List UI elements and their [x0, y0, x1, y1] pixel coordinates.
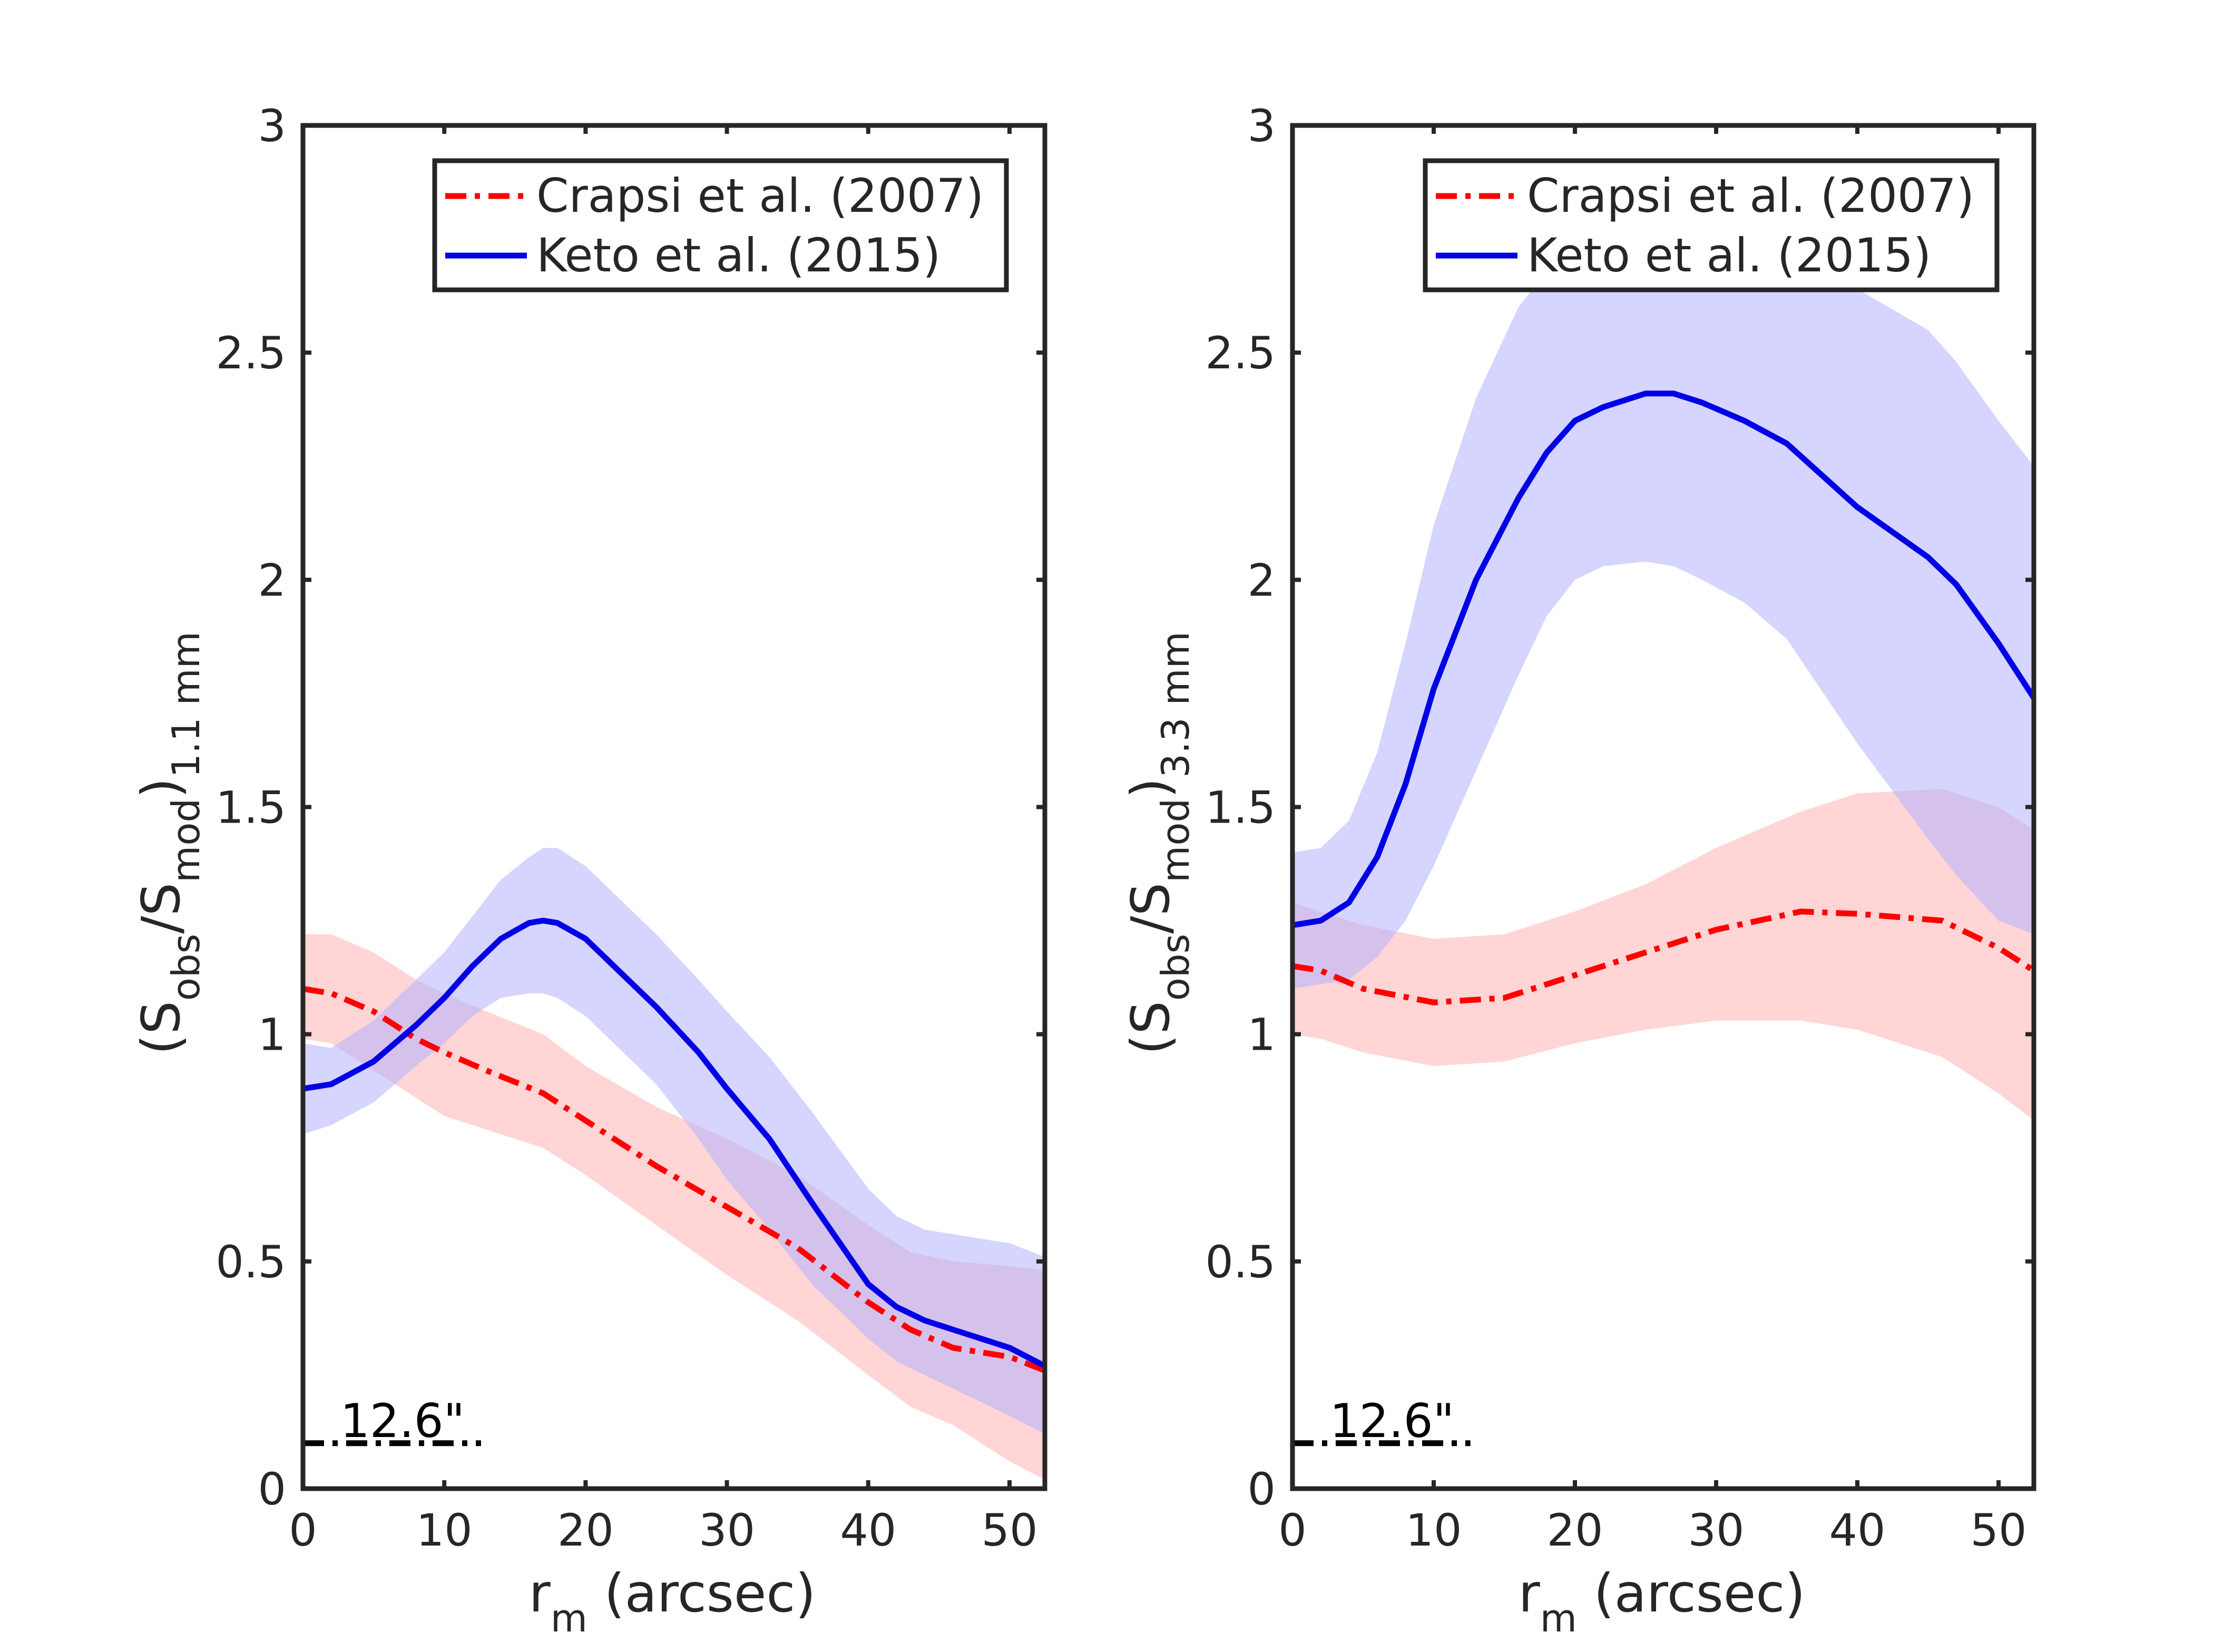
right-legend-label-keto: Keto et al. (2015): [1527, 228, 1931, 282]
left-line-keto: [303, 917, 1045, 1369]
right-band-keto: [1292, 248, 2034, 989]
left-axes-frame: [300, 123, 1047, 1491]
left-y-tick-label: 2: [258, 554, 286, 606]
right-y-tick-label: 0.5: [1205, 1236, 1276, 1288]
right-legend-box: [1423, 158, 2000, 292]
right-tick-labels: 0 10 20 30 40 50 0 0.5 1 1.5 2 2.5 3: [1205, 100, 2026, 1556]
right-lines: [1292, 390, 2034, 1005]
right-panel: 12.6" 0 10 20 30 40 50 0 0.5 1 1.5 2 2.5 3 rm (arcse…: [1120, 100, 2036, 1640]
right-band-crapsi: [1292, 789, 2034, 1121]
left-legend-label-keto: Keto et al. (2015): [536, 228, 941, 282]
left-beam-label: 12.6": [340, 1394, 465, 1448]
left-legend: Crapsi et al. (2007) Keto et al. (2015): [432, 158, 1009, 292]
right-x-tick-label: 20: [1547, 1504, 1603, 1556]
left-tick-labels: 0 10 20 30 40 50 0 0.5 1 1.5 2 2.5 3: [216, 100, 1037, 1556]
left-y-tick-label: 3: [258, 100, 286, 152]
right-y-tick-label: 0: [1248, 1463, 1276, 1515]
right-beam-label: 12.6": [1330, 1394, 1454, 1448]
left-x-tick-label: 30: [699, 1504, 755, 1556]
left-x-tick-label: 10: [416, 1504, 473, 1556]
right-legend: Crapsi et al. (2007) Keto et al. (2015): [1423, 158, 2000, 292]
left-y-tick-label: 0.5: [216, 1236, 286, 1288]
right-y-tick-label: 3: [1248, 100, 1276, 152]
right-y-tick-label: 2.5: [1205, 327, 1276, 379]
left-x-tick-label: 0: [289, 1504, 317, 1556]
left-legend-box: [432, 158, 1009, 292]
left-band-keto: [303, 848, 1045, 1434]
right-y-axis-label: (Sobs/Smod)3.3 mm: [1120, 631, 1198, 1055]
left-y-tick-label: 2.5: [216, 327, 286, 379]
left-lines: [303, 917, 1045, 1373]
right-line-crapsi: [1292, 908, 2034, 1005]
right-x-tick-label: 0: [1278, 1504, 1306, 1556]
left-x-tick-label: 40: [840, 1504, 896, 1556]
left-x-axis-label: rm (arcsec): [529, 1562, 816, 1640]
right-bands: [1292, 248, 2034, 1121]
left-line-crapsi: [303, 985, 1045, 1373]
left-x-tick-label: 50: [982, 1504, 1038, 1556]
right-legend-label-crapsi: Crapsi et al. (2007): [1527, 169, 1974, 223]
right-beam: 12.6": [1292, 1394, 1471, 1448]
right-x-tick-label: 50: [1971, 1504, 2027, 1556]
right-line-keto: [1292, 390, 2034, 928]
right-y-tick-label: 1: [1248, 1009, 1276, 1061]
right-x-tick-label: 10: [1406, 1504, 1462, 1556]
left-x-tick-label: 20: [557, 1504, 614, 1556]
left-y-axis-label: (Sobs/Smod)1.1 mm: [130, 631, 208, 1055]
left-beam: 12.6": [303, 1394, 481, 1448]
left-panel: 12.6" 0 10 20 30 40 50 0 0.5 1 1.5 2 2.5 3 rm (arcse…: [130, 100, 1047, 1640]
right-x-axis-label: rm (arcsec): [1519, 1562, 1806, 1640]
left-legend-label-crapsi: Crapsi et al. (2007): [536, 169, 984, 223]
right-x-tick-label: 30: [1688, 1504, 1745, 1556]
left-y-tick-label: 0: [258, 1463, 286, 1515]
right-y-tick-label: 1.5: [1205, 782, 1276, 834]
left-y-tick-label: 1.5: [216, 782, 286, 834]
right-y-tick-label: 2: [1248, 554, 1276, 606]
left-y-tick-label: 1: [258, 1009, 286, 1061]
right-x-tick-label: 40: [1829, 1504, 1886, 1556]
right-axes-frame: [1290, 123, 2036, 1491]
